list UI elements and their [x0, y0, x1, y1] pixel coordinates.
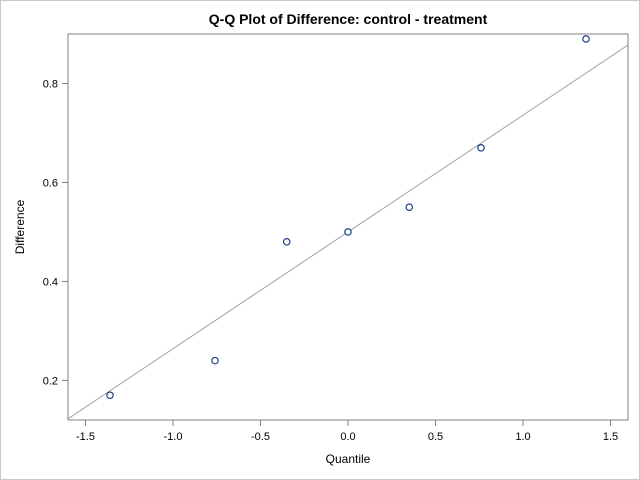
y-tick-label: 0.8	[43, 78, 58, 90]
data-point	[106, 391, 114, 400]
data-point	[282, 238, 291, 246]
plot-area	[67, 33, 629, 421]
x-tick-label: 1.5	[603, 431, 618, 443]
x-tick-label: -1.0	[164, 431, 183, 443]
y-tick-label: 0.6	[43, 177, 58, 189]
x-tick-label: -0.5	[251, 431, 270, 443]
y-axis-label: Difference	[13, 199, 27, 254]
y-tick-label: 0.2	[43, 375, 58, 387]
chart-title: Q-Q Plot of Difference: control - treatm…	[209, 11, 488, 27]
data-point	[211, 356, 219, 365]
data-point	[405, 203, 414, 212]
y-tick-label: 0.4	[43, 276, 58, 288]
x-tick-label: 0.0	[340, 431, 355, 443]
x-axis-label: Quantile	[326, 452, 371, 466]
x-tick-label: -1.5	[76, 431, 95, 443]
x-tick-label: 0.5	[428, 431, 443, 443]
data-point	[477, 144, 485, 152]
x-tick-label: 1.0	[515, 431, 530, 443]
data-point	[582, 35, 590, 43]
data-point	[344, 228, 352, 236]
